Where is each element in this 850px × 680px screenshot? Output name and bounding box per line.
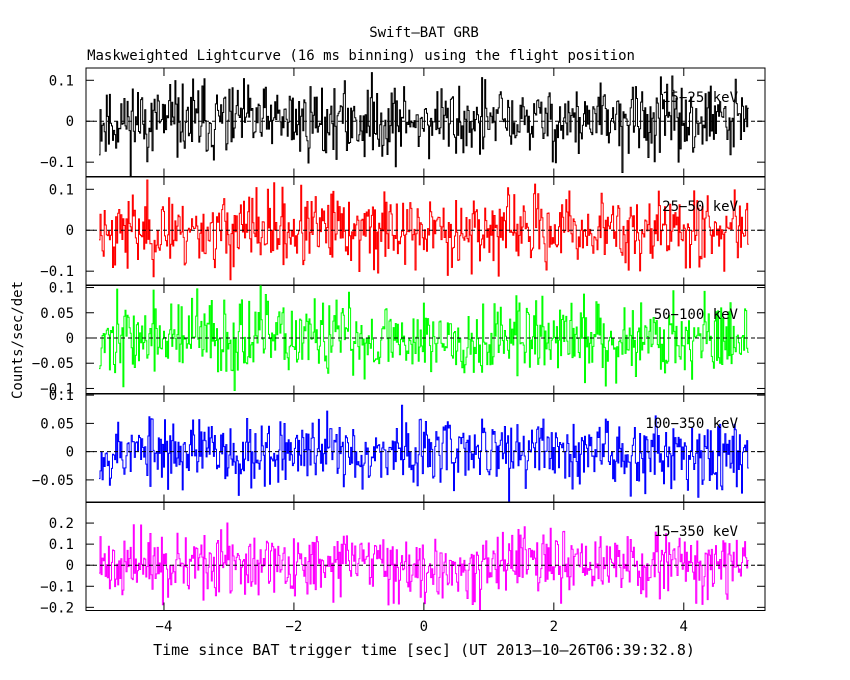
y-tick-label: −0.2 xyxy=(40,600,74,616)
y-tick-label: 0.1 xyxy=(49,281,74,297)
panel-frame-1 xyxy=(85,67,766,177)
band-label: 15−350 keV xyxy=(654,524,739,540)
series-line-5 xyxy=(99,522,749,611)
x-tick-label: −4 xyxy=(156,619,173,635)
band-label: 100−350 keV xyxy=(645,416,738,432)
y-tick-label: 0.05 xyxy=(40,306,74,322)
y-tick-label: 0.1 xyxy=(49,182,74,198)
y-tick-label: −0.05 xyxy=(32,356,74,372)
panel-2: −0.1 0 0.1 25−50 keV xyxy=(40,176,766,286)
y-tick-label: 0 xyxy=(66,558,74,574)
y-tick-label: −0.05 xyxy=(32,473,74,489)
panel-1: −0.1 0 0.1 15−25 keV xyxy=(40,67,766,177)
series-line-1 xyxy=(99,72,749,177)
x-tick-label: −2 xyxy=(285,619,302,635)
x-tick-label: 4 xyxy=(680,619,688,635)
x-tick-label: 0 xyxy=(420,619,428,635)
panel-4: −0.05 0 0.05 0.1 100−350 keV xyxy=(32,388,766,503)
band-label: 15−25 keV xyxy=(662,90,738,106)
y-tick-label: 0.1 xyxy=(49,73,74,89)
series-line-3 xyxy=(99,285,749,391)
panel-frame-5 xyxy=(85,501,766,611)
chart-subtitle: Maskweighted Lightcurve (16 ms binning) … xyxy=(87,48,635,64)
chart-title: Swift–BAT GRB xyxy=(369,25,479,41)
series-line-2 xyxy=(99,179,749,281)
y-tick-label: 0 xyxy=(66,331,74,347)
y-tick-label: 0 xyxy=(66,114,74,130)
y-tick-label: 0 xyxy=(66,445,74,461)
y-tick-label: 0 xyxy=(66,223,74,239)
y-tick-label: −0.1 xyxy=(40,381,74,397)
y-tick-label: −0.1 xyxy=(40,579,74,595)
panels-group: −0.100.115−25 keV−0.100.125−50 keV−0.1−0… xyxy=(32,67,766,616)
panel-5: −0.2 −0.1 0 0.1 0.2 15−350 keV xyxy=(40,501,766,616)
band-label: 25−50 keV xyxy=(662,199,738,215)
x-tick-label: 2 xyxy=(550,619,558,635)
y-tick-label: 0.05 xyxy=(40,416,74,432)
y-axis-label: Counts/sec/det xyxy=(10,281,26,399)
y-tick-label: −0.1 xyxy=(40,264,74,280)
series-line-4 xyxy=(99,404,749,502)
y-tick-label: 0.1 xyxy=(49,388,74,404)
y-tick-label: 0.1 xyxy=(49,537,74,553)
x-axis-label: Time since BAT trigger time [sec] (UT 20… xyxy=(153,641,695,659)
y-tick-label: −0.1 xyxy=(40,155,74,171)
panel-3: −0.1 −0.05 0 0.05 0.1 50−100 keV xyxy=(32,281,766,397)
x-axis: −4 −2 0 2 4 xyxy=(156,619,688,635)
y-tick-label: 0.2 xyxy=(49,516,74,532)
band-label: 50−100 keV xyxy=(654,307,739,323)
